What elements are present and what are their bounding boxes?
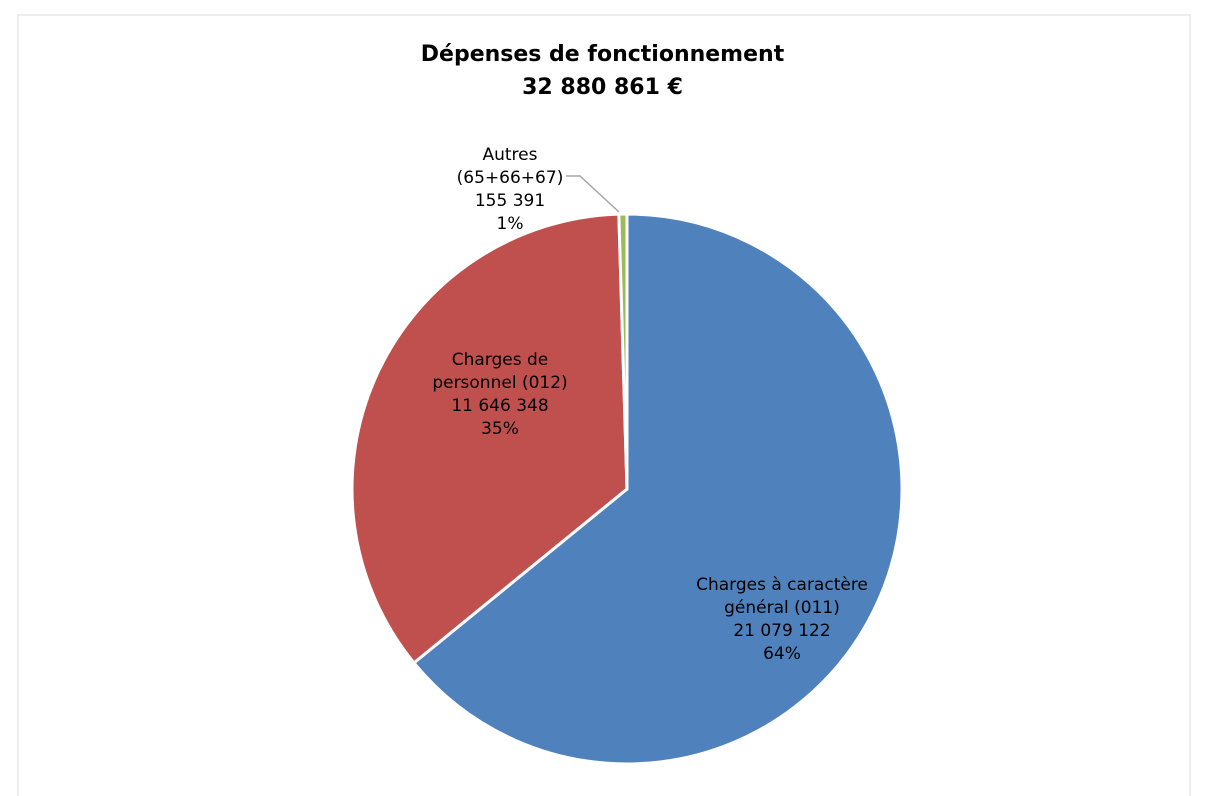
leader-line — [566, 175, 620, 213]
label-category: Charges à caractère général (011) — [696, 575, 868, 618]
label-category: Autres (65+66+67) — [456, 145, 564, 188]
label-percent: 1% — [496, 214, 524, 234]
pie-slice — [412, 212, 904, 766]
data-label: Charges à caractère général (011) 21 079 … — [685, 574, 880, 666]
label-category: Charges de personnel (012) — [432, 350, 568, 393]
label-percent: 64% — [763, 644, 801, 664]
pie-slice — [617, 212, 629, 491]
chart-subtitle: 32 880 861 € — [522, 75, 683, 100]
label-value: 21 079 122 — [733, 621, 831, 641]
label-value: 155 391 — [474, 191, 546, 211]
chart-border — [17, 14, 1191, 796]
label-percent: 35% — [481, 419, 519, 439]
data-label: Charges de personnel (012) 11 646 348 35% — [413, 349, 588, 441]
pie-slice — [350, 212, 629, 665]
chart-title: Dépenses de fonctionnement — [420, 42, 785, 67]
label-value: 11 646 348 — [451, 396, 549, 416]
data-label: Autres (65+66+67) 155 391 1% — [448, 144, 573, 236]
